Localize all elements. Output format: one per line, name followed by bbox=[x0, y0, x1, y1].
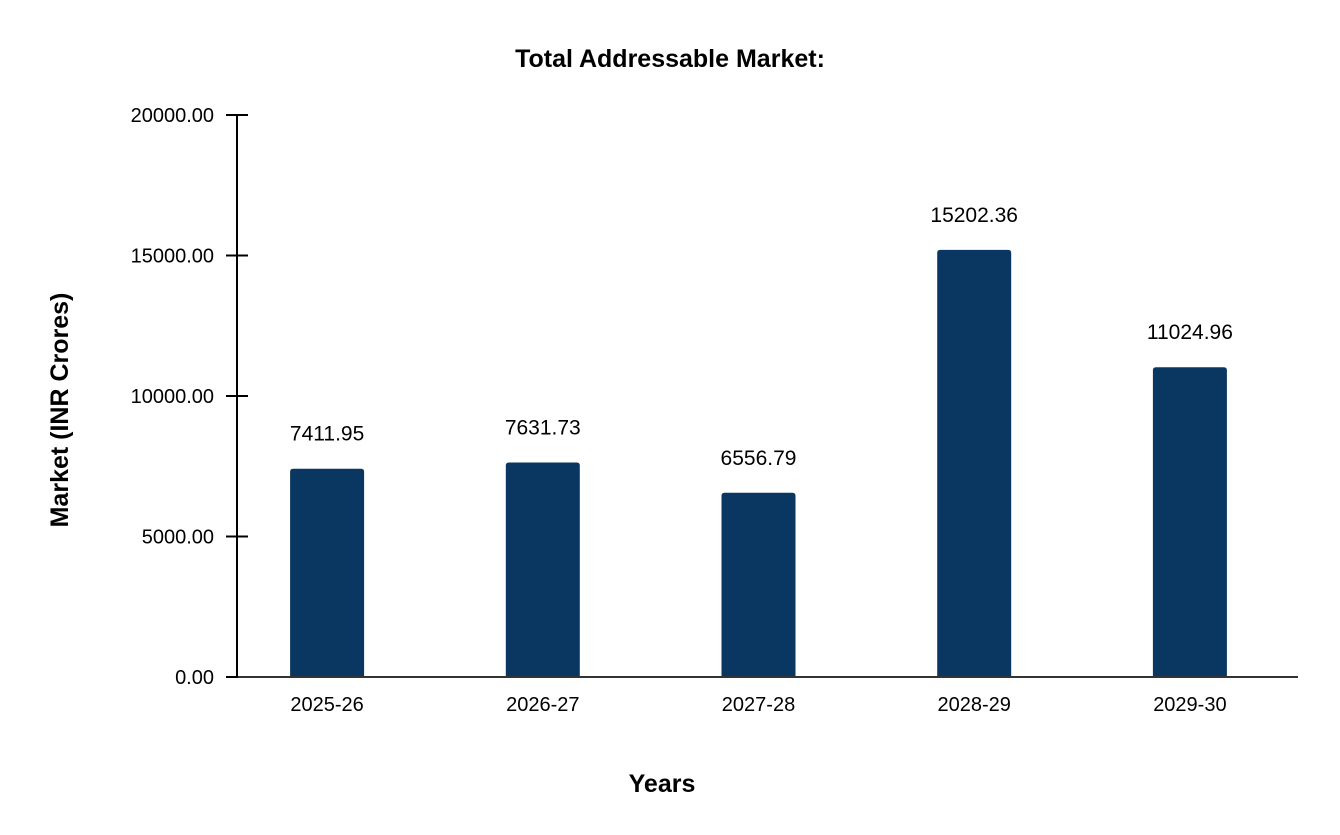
chart-title: Total Addressable Market: bbox=[515, 45, 825, 73]
x-tick-label: 2026-27 bbox=[506, 694, 579, 716]
y-tick-label: 0.00 bbox=[175, 667, 214, 689]
data-label: 15202.36 bbox=[930, 204, 1018, 227]
x-tick-label: 2028-29 bbox=[937, 694, 1010, 716]
x-axis-title: Years bbox=[629, 770, 696, 798]
data-label: 7411.95 bbox=[290, 423, 364, 446]
y-tick-label: 10000.00 bbox=[131, 386, 214, 408]
y-tick-label: 20000.00 bbox=[131, 105, 214, 127]
data-label: 11024.96 bbox=[1147, 321, 1233, 344]
bar-2025-26 bbox=[290, 468, 365, 677]
data-label: 6556.79 bbox=[721, 447, 797, 470]
bar-2026-27 bbox=[505, 462, 580, 677]
x-tick-label: 2025-26 bbox=[290, 694, 363, 716]
y-axis-title: Market (INR Crores) bbox=[46, 293, 74, 528]
x-tick-label: 2027-28 bbox=[722, 694, 795, 716]
x-tick-label: 2029-30 bbox=[1153, 694, 1226, 716]
bar-2029-30 bbox=[1152, 367, 1227, 677]
y-tick-label: 15000.00 bbox=[131, 246, 214, 268]
bar-2027-28 bbox=[721, 492, 796, 677]
bar-2028-29 bbox=[937, 249, 1012, 677]
y-tick-label: 5000.00 bbox=[142, 527, 214, 549]
data-label: 7631.73 bbox=[505, 417, 581, 440]
